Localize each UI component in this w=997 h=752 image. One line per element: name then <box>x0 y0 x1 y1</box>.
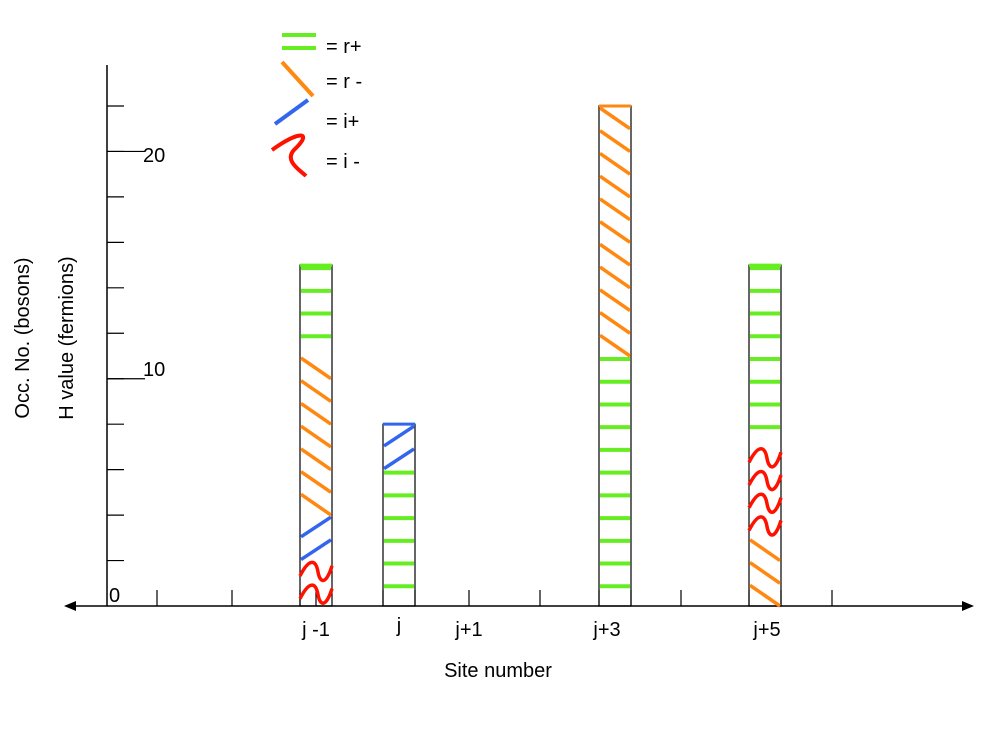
i-plus-mark <box>383 447 415 471</box>
legend-item-r-minus: = r - <box>280 60 362 98</box>
r-minus-mark <box>300 379 332 403</box>
i-minus-mark <box>747 492 783 514</box>
i-minus-mark <box>298 560 334 583</box>
legend-item-i-plus: = i+ <box>273 98 359 133</box>
legend-item-r-plus: = r+ <box>282 33 362 58</box>
y-axis-ticks <box>107 105 145 562</box>
i-plus-mark <box>300 515 332 539</box>
y-tick-label-0: 0 <box>109 585 120 607</box>
r-minus-mark <box>749 538 781 562</box>
legend-label-r-minus: = r - <box>326 71 362 93</box>
r-minus-mark <box>599 242 631 267</box>
x-axis-title: Site number <box>444 660 552 682</box>
r-minus-mark <box>599 288 631 312</box>
x-axis-left-arrow-icon <box>64 601 76 611</box>
site-label-j-plus-3: j+3 <box>592 619 620 641</box>
site-label-j-plus-5: j+5 <box>752 619 780 641</box>
r-minus-mark <box>599 152 631 176</box>
segment-i-minus <box>298 560 334 605</box>
x-axis-right-arrow-icon <box>962 601 974 611</box>
x-axis-ticks <box>156 590 833 606</box>
r-minus-mark <box>300 447 332 472</box>
site-label-j: j <box>396 615 401 637</box>
x-axis <box>64 590 974 611</box>
i-minus-mark <box>747 447 783 469</box>
i-plus-mark <box>383 424 415 448</box>
segment-r-plus <box>301 266 331 339</box>
segment-r-minus <box>300 356 332 517</box>
green-dash-icon <box>282 33 316 50</box>
segment-i-minus <box>747 447 783 537</box>
legend-label-r-plus: = r+ <box>326 36 362 58</box>
site-bars <box>298 104 783 608</box>
i-minus-mark <box>298 583 334 605</box>
r-minus-mark <box>300 470 332 494</box>
segment-r-minus <box>599 106 631 358</box>
r-minus-mark <box>599 220 631 244</box>
r-minus-mark <box>300 492 332 517</box>
site-label-j-plus-1: j+1 <box>454 619 482 641</box>
orange-slash-icon <box>280 60 315 98</box>
site-bar <box>298 263 334 607</box>
r-minus-mark <box>749 561 781 585</box>
legend-item-i-minus: = i - <box>270 133 360 178</box>
segment-i-plus <box>383 424 415 471</box>
i-plus-mark <box>300 538 332 562</box>
segment-r-plus <box>384 470 414 589</box>
site-bar <box>382 422 416 607</box>
r-minus-mark <box>599 129 631 153</box>
r-minus-mark <box>599 106 631 131</box>
site-label-j-minus-1: j -1 <box>301 619 330 641</box>
segment-i-plus <box>300 515 332 562</box>
r-minus-mark <box>300 402 332 426</box>
r-minus-mark <box>749 583 781 608</box>
r-minus-mark <box>300 356 332 381</box>
r-minus-mark <box>599 333 631 358</box>
i-minus-mark <box>747 469 783 492</box>
legend: = r+ = r - = i+ = i - <box>270 33 362 178</box>
blue-slash-icon <box>273 98 310 126</box>
site-bar-outline <box>598 105 632 607</box>
i-minus-mark <box>747 515 783 537</box>
site-bar <box>598 104 632 607</box>
y-axis <box>106 65 145 606</box>
r-minus-mark <box>300 424 332 449</box>
y-tick-label-20: 20 <box>143 145 165 167</box>
r-minus-mark <box>599 265 631 290</box>
legend-label-i-minus: = i - <box>326 151 360 173</box>
y-axis-title-outer: Occ. No. (bosons) <box>12 257 34 418</box>
legend-label-i-plus: = i+ <box>326 111 359 133</box>
segment-r-plus <box>600 357 630 589</box>
red-squiggle-icon <box>270 133 308 178</box>
r-minus-mark <box>599 174 631 199</box>
r-minus-mark <box>599 311 631 335</box>
segment-r-plus <box>750 266 780 430</box>
site-bar-outline <box>748 264 782 607</box>
y-axis-title-inner: H value (fermions) <box>56 256 78 419</box>
y-tick-label-10: 10 <box>143 359 165 381</box>
site-bar <box>747 263 783 608</box>
r-minus-mark <box>599 197 631 222</box>
segment-r-minus <box>749 538 781 608</box>
